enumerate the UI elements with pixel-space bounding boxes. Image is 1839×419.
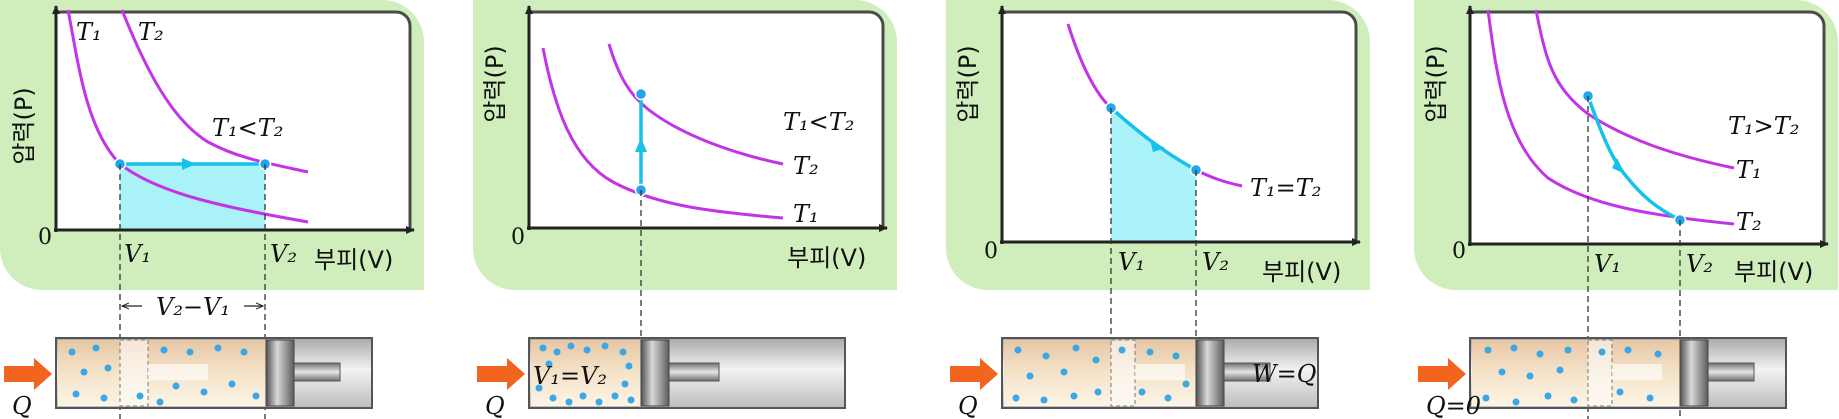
v1-label: V₁: [124, 240, 151, 268]
x-axis-label: 부피(V): [314, 246, 393, 274]
temperature-relation: T₁<T₂: [783, 108, 854, 136]
origin-label: 0: [511, 225, 525, 250]
state-point-2: [634, 87, 648, 101]
v2-label: V₂: [1686, 250, 1713, 278]
temperature-relation: T₁=T₂: [1250, 174, 1321, 202]
work-area-fill: [1111, 108, 1196, 242]
t1-label: T₁: [1736, 156, 1762, 184]
volume-equal-label: V₁=V₂: [533, 362, 607, 390]
v2-label: V₂: [1202, 248, 1229, 276]
heat-label: Q: [958, 392, 978, 419]
panel-isothermal: T₁=T₂ V₁ V₂ 0 부피(V) 압력(P) W=Q Q: [946, 0, 1370, 419]
heat-label: Q: [12, 392, 32, 419]
heat-label: Q=0: [1426, 392, 1481, 419]
piston-rod: [668, 362, 720, 382]
gas-molecules: [535, 342, 635, 406]
piston: [1679, 339, 1709, 407]
initial-rod-ghost: [1612, 364, 1662, 380]
process-arrow: [1150, 140, 1165, 152]
gas-molecules: [1482, 344, 1662, 406]
x-axis-label: 부피(V): [1734, 258, 1813, 286]
y-axis-label: 압력(P): [954, 45, 982, 122]
piston: [265, 339, 295, 407]
temperature-relation: T₁>T₂: [1728, 112, 1799, 140]
v1-label: V₁: [1594, 250, 1621, 278]
t1-label: T₁: [793, 200, 819, 228]
piston-cylinder: [1469, 337, 1787, 409]
temperature-relation: T₁<T₂: [212, 114, 283, 142]
piston: [1195, 339, 1225, 407]
v1-label: V₁: [1118, 248, 1145, 276]
heat-label: Q: [485, 392, 505, 419]
work-equals-heat-label: W=Q: [1252, 360, 1316, 388]
y-axis-label: 압력(P): [1422, 45, 1450, 122]
y-axis-label: 압력(P): [10, 87, 38, 164]
x-axis-label: 부피(V): [787, 244, 866, 272]
isotherm-t2-curve: [607, 43, 784, 166]
plot-area: [1000, 10, 1358, 244]
heat-in-arrow: [1418, 358, 1466, 390]
piston-cylinder: [55, 337, 373, 409]
panel-isobaric: T₁ T₂ T₁<T₂ V₁ V₂ 0 부피(V) 압력(P) V₂−V₁ Q: [0, 0, 424, 419]
origin-label: 0: [984, 239, 998, 264]
t1-label: T₁: [76, 18, 102, 46]
t2-label: T₂: [1736, 208, 1762, 236]
process-arrow: [635, 138, 647, 152]
t2-label: T₂: [793, 152, 819, 180]
initial-rod-ghost: [1135, 364, 1185, 380]
initial-rod-ghost: [148, 364, 208, 380]
dimension-label-backdrop: [142, 292, 244, 320]
initial-piston-ghost: [119, 339, 149, 407]
v2-label: V₂: [270, 240, 297, 268]
gas-molecules: [1012, 344, 1190, 404]
x-axis-label: 부피(V): [1262, 258, 1341, 286]
isotherm-t1-curve: [1534, 9, 1735, 170]
volume-change-label: V₂−V₁: [156, 293, 230, 321]
panel-adiabatic: T₁>T₂ T₁ T₂ V₁ V₂ 0 부피(V) 압력(P) Q=0: [1414, 0, 1838, 419]
isotherm-t2-curve: [1486, 9, 1735, 226]
heat-in-arrow: [477, 358, 525, 390]
process-curve: [1109, 106, 1197, 172]
origin-label: 0: [38, 225, 52, 250]
y-axis-label: 압력(P): [481, 45, 509, 122]
piston-cylinder: [1001, 337, 1319, 409]
process-arrow: [1612, 158, 1625, 174]
t2-label: T₂: [138, 18, 164, 46]
heat-in-arrow: [4, 358, 52, 390]
process-arrow: [182, 158, 196, 170]
process-curve: [1586, 95, 1681, 222]
isotherm-t1-curve: [541, 47, 784, 220]
panel-isochoric: T₁<T₂ T₂ T₁ 0 부피(V) 압력(P) V₁=V₂ Q: [473, 0, 897, 419]
piston-rod: [293, 362, 341, 382]
heat-in-arrow: [950, 358, 998, 390]
piston: [640, 339, 670, 407]
piston-cylinder: [528, 337, 846, 409]
gas-molecules: [68, 344, 260, 406]
origin-label: 0: [1452, 239, 1466, 264]
piston-rod: [1707, 362, 1755, 382]
